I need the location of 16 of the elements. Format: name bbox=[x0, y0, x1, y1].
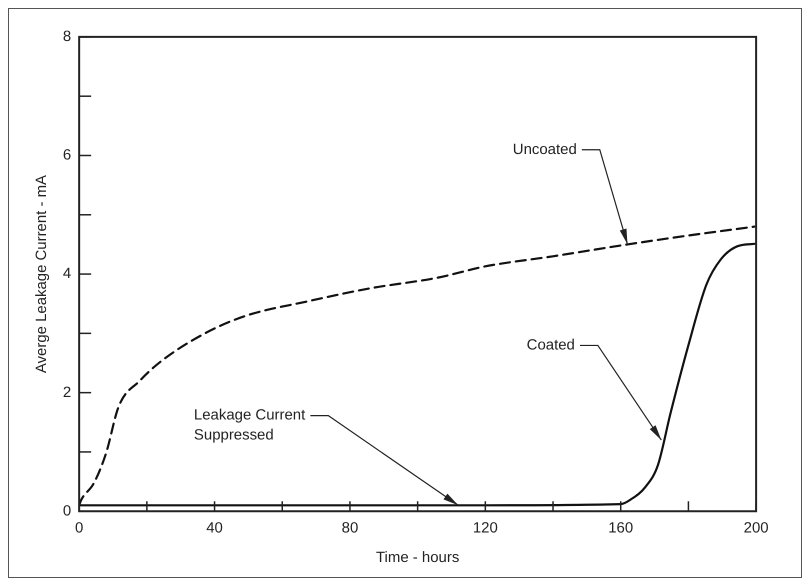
x-tick-label: 160 bbox=[608, 519, 634, 536]
y-tick-label: 2 bbox=[62, 384, 72, 401]
annotation: Coated bbox=[526, 336, 575, 354]
x-tick-label: 200 bbox=[744, 519, 769, 536]
y-tick-label: 6 bbox=[62, 146, 72, 164]
annotation: Leakage Current Suppressed bbox=[194, 406, 306, 444]
x-tick-label: 120 bbox=[472, 519, 498, 536]
x-axis-title: Time - hours bbox=[376, 549, 460, 566]
x-tick-label: 80 bbox=[342, 519, 358, 536]
y-axis-title: Averge Leakage Current - mA bbox=[33, 175, 50, 374]
x-tick-label: 40 bbox=[206, 519, 223, 536]
annotation: Uncoated bbox=[512, 140, 577, 158]
x-tick-label: 0 bbox=[75, 519, 84, 536]
y-tick-label: 8 bbox=[62, 28, 72, 46]
y-tick-label: 0 bbox=[62, 502, 72, 520]
y-tick-label: 4 bbox=[62, 265, 72, 282]
